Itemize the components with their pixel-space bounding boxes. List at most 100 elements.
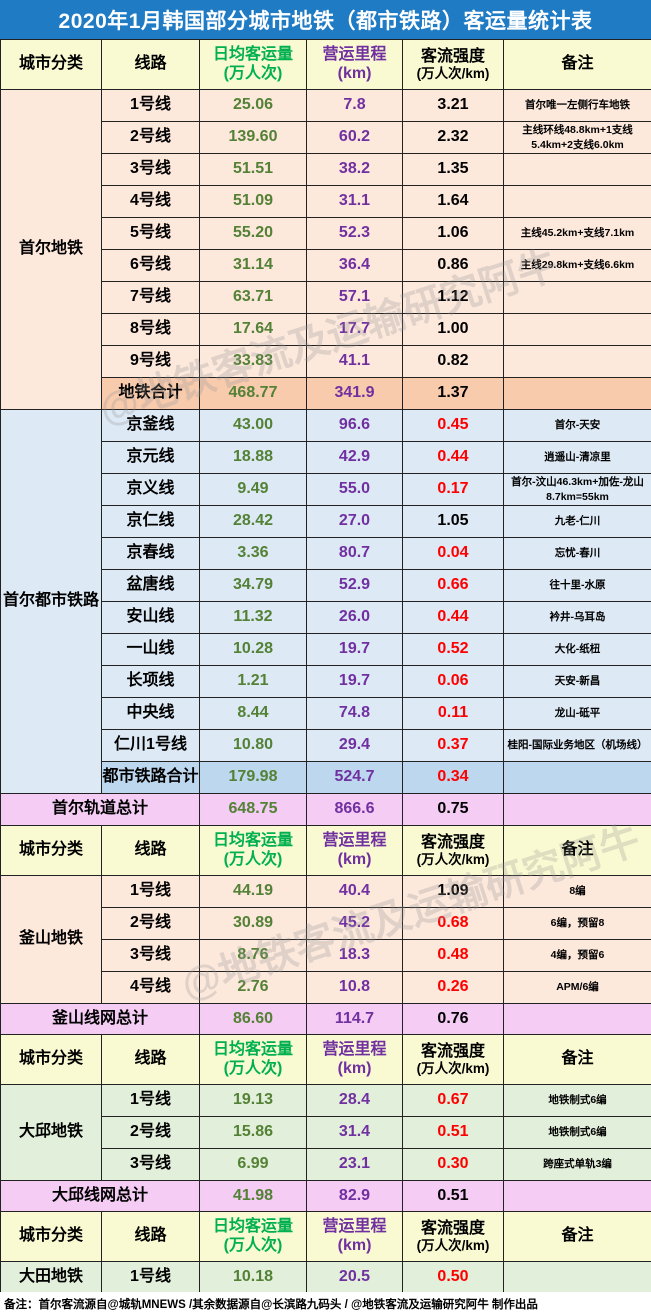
header-city: 城市分类 — [0, 39, 102, 90]
total-ridership: 86.60 — [199, 1003, 307, 1035]
length-value: 41.1 — [306, 345, 403, 378]
table-row: 3号线 6.99 23.1 0.30 跨座式单轨3编 — [1, 1148, 651, 1181]
note-cell: 九老-仁川 — [503, 505, 651, 538]
total-intensity: 0.76 — [402, 1003, 504, 1035]
ridership-value: 10.18 — [199, 1261, 307, 1294]
line-name: 6号线 — [101, 249, 200, 282]
header-ridership-line1: 日均客运量 — [212, 1041, 293, 1059]
city-category: 大邱地铁 — [0, 1084, 102, 1181]
line-name: 2号线 — [101, 907, 200, 940]
subtotal-row: 都市铁路合计 179.98 524.7 0.34 — [1, 761, 651, 794]
header-length-line1: 营运里程 — [322, 46, 387, 64]
intensity-value: 0.04 — [402, 537, 504, 570]
header-intensity-line1: 客流强度 — [420, 833, 485, 851]
header-ridership: 日均客运量 (万人次) — [199, 39, 307, 90]
header-length-line2: (km) — [337, 1236, 372, 1254]
length-value: 52.9 — [306, 569, 403, 602]
length-value: 45.2 — [306, 907, 403, 940]
length-value: 29.4 — [306, 729, 403, 762]
header-city: 城市分类 — [0, 1034, 102, 1085]
ridership-value: 139.60 — [199, 121, 307, 154]
header-ridership-line2: (万人次) — [223, 64, 283, 82]
line-name: 2号线 — [101, 121, 200, 154]
note-cell — [503, 1261, 651, 1294]
length-value: 19.7 — [306, 633, 403, 666]
line-name: 京春线 — [101, 537, 200, 570]
header-row: 城市分类 线路 日均客运量 (万人次) 营运里程 (km) 客流强度 (万人次/km) 备注 — [0, 825, 651, 876]
note-cell: 往十里-水原 — [503, 569, 651, 602]
header-intensity-line1: 客流强度 — [420, 1042, 485, 1060]
intensity-value: 1.09 — [402, 875, 504, 908]
length-value: 7.8 — [306, 89, 403, 122]
header-row: 城市分类 线路 日均客运量 (万人次) 营运里程 (km) 客流强度 (万人次/km) 备注 — [0, 1211, 651, 1262]
intensity-value: 0.86 — [402, 249, 504, 282]
note-cell: 首尔唯一左侧行车地铁 — [503, 89, 651, 122]
header-ridership: 日均客运量 (万人次) — [199, 825, 307, 876]
length-value: 17.7 — [306, 313, 403, 346]
intensity-value: 0.34 — [402, 761, 504, 794]
table-row: 9号线 33.83 41.1 0.82 — [1, 345, 651, 378]
ridership-value: 10.28 — [199, 633, 307, 666]
header-length-line1: 营运里程 — [322, 832, 387, 850]
header-ridership: 日均客运量 (万人次) — [199, 1034, 307, 1085]
total-note — [503, 1180, 651, 1212]
ridership-value: 28.42 — [199, 505, 307, 538]
intensity-value: 0.45 — [402, 409, 504, 442]
note-cell: APM/6编 — [503, 971, 651, 1004]
line-name: 8号线 — [101, 313, 200, 346]
header-intensity-line1: 客流强度 — [420, 1219, 485, 1237]
ridership-value: 2.76 — [199, 971, 307, 1004]
total-length: 866.6 — [306, 793, 403, 826]
length-value: 57.1 — [306, 281, 403, 314]
ridership-value: 63.71 — [199, 281, 307, 314]
header-line: 线路 — [101, 825, 200, 876]
length-value: 10.8 — [306, 971, 403, 1004]
intensity-value: 0.67 — [402, 1084, 504, 1117]
line-name: 一山线 — [101, 633, 200, 666]
line-name: 京仁线 — [101, 505, 200, 538]
page-title: 2020年1月韩国部分城市地铁（都市铁路）客运量统计表 — [0, 0, 651, 39]
line-name: 1号线 — [101, 1084, 200, 1117]
header-city: 城市分类 — [0, 825, 102, 876]
header-intensity: 客流强度 (万人次/km) — [402, 39, 504, 90]
note-cell: 主线45.2km+支线7.1km — [503, 217, 651, 250]
header-length-line2: (km) — [337, 1059, 372, 1077]
total-note — [503, 1003, 651, 1035]
note-cell: 8编 — [503, 875, 651, 908]
line-name: 4号线 — [101, 971, 200, 1004]
line-name: 都市铁路合计 — [101, 761, 200, 794]
table-row: 大邱地铁 1号线 19.13 28.4 0.67 地铁制式6编 — [0, 1084, 651, 1181]
intensity-value: 3.21 — [402, 89, 504, 122]
ridership-value: 6.99 — [199, 1148, 307, 1181]
note-cell — [503, 281, 651, 314]
intensity-value: 1.06 — [402, 217, 504, 250]
header-length: 营运里程 (km) — [306, 1034, 403, 1085]
note-cell: 地铁制式6编 — [503, 1116, 651, 1149]
note-cell — [503, 153, 651, 186]
intensity-value: 0.30 — [402, 1148, 504, 1181]
note-cell — [503, 345, 651, 378]
header-length-line2: (km) — [337, 850, 372, 868]
total-label: 釜山线网总计 — [0, 1003, 200, 1035]
length-value: 18.3 — [306, 939, 403, 972]
intensity-value: 0.26 — [402, 971, 504, 1004]
city-category: 大田地铁 — [0, 1261, 102, 1294]
intensity-value: 1.37 — [402, 377, 504, 410]
length-value: 31.4 — [306, 1116, 403, 1149]
length-value: 28.4 — [306, 1084, 403, 1117]
header-ridership-line2: (万人次) — [223, 1059, 283, 1077]
ridership-value: 44.19 — [199, 875, 307, 908]
ridership-value: 51.09 — [199, 185, 307, 218]
note-cell: 6编，预留8 — [503, 907, 651, 940]
header-note: 备注 — [503, 39, 651, 90]
total-intensity: 0.51 — [402, 1180, 504, 1212]
ridership-value: 8.44 — [199, 697, 307, 730]
ridership-value: 9.49 — [199, 473, 307, 506]
ridership-value: 34.79 — [199, 569, 307, 602]
table-row: 2号线 139.60 60.2 2.32 主线环线48.8km+1支线5.4km+2支线… — [1, 121, 651, 154]
intensity-value: 0.44 — [402, 441, 504, 474]
header-length-line2: (km) — [337, 64, 372, 82]
length-value: 26.0 — [306, 601, 403, 634]
header-length: 营运里程 (km) — [306, 1211, 403, 1262]
table-row: 8号线 17.64 17.7 1.00 — [1, 313, 651, 346]
